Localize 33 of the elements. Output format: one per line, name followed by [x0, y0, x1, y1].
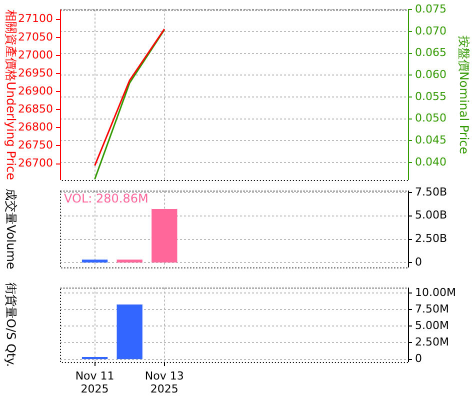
y-tick-label: 27100	[18, 12, 53, 26]
y-tick-label: 5.00M	[415, 318, 449, 332]
y-tick-label: 27050	[18, 30, 53, 44]
y-tick-label: 5.00B	[415, 208, 448, 222]
y-tick-label: 0	[415, 352, 422, 366]
y-tick-label: 2.50M	[415, 336, 449, 349]
y-tick-label: 2.50B	[415, 232, 448, 246]
y2-tick-label: 0.060	[415, 68, 446, 81]
y-axis-title: 街貨量O/S Qty.	[4, 282, 18, 367]
y2-axis-title: 按盤價Nominal Price	[456, 35, 471, 154]
y2-tick-label: 0.050	[415, 112, 446, 125]
y-tick-label: 27000	[18, 48, 53, 62]
y-axis-title: 成交量Volume	[4, 188, 18, 270]
y-tick-label: 26800	[18, 120, 53, 134]
y-tick-label: 7.50M	[415, 302, 449, 316]
y2-tick-label: 0.040	[415, 155, 446, 168]
y-tick-label: 26750	[18, 138, 53, 152]
x-tick-label: Nov 13 2025	[144, 369, 184, 396]
y2-tick-label: 0.065	[415, 46, 446, 60]
y-tick-label: 26950	[18, 66, 53, 80]
y-tick-label: 0	[415, 256, 422, 269]
y2-tick-label: 0.055	[415, 90, 446, 103]
y-tick-label: 10.00M	[415, 286, 456, 299]
y2-tick-label: 0.070	[415, 24, 446, 38]
y-tick-label: 26900	[18, 84, 53, 98]
y2-tick-label: 0.075	[415, 2, 446, 16]
annotation: VOL: 280.86M	[64, 192, 148, 206]
y-tick-label: 7.50B	[415, 185, 448, 198]
y2-tick-label: 0.045	[415, 134, 446, 147]
x-tick-label: Nov 11 2025	[75, 369, 114, 396]
y-axis-title: 相關資產價格Underlying Price	[4, 10, 18, 180]
y-tick-label: 26850	[18, 102, 53, 116]
y-tick-label: 26700	[18, 156, 53, 170]
